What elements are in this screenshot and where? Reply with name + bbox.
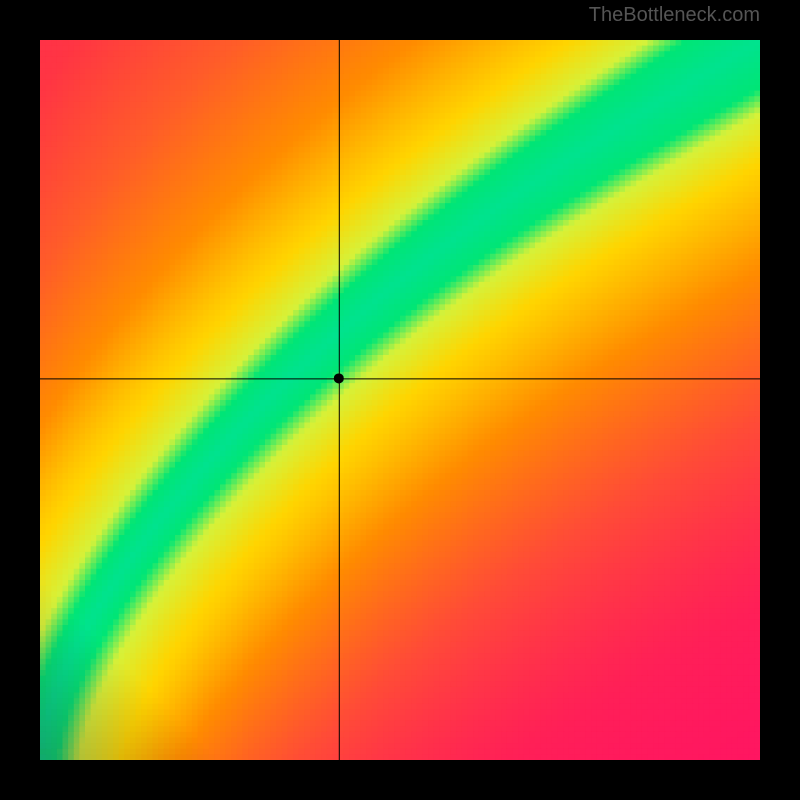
heatmap-plot [40, 40, 760, 760]
heatmap-canvas [40, 40, 760, 760]
watermark-text: TheBottleneck.com [589, 4, 760, 27]
